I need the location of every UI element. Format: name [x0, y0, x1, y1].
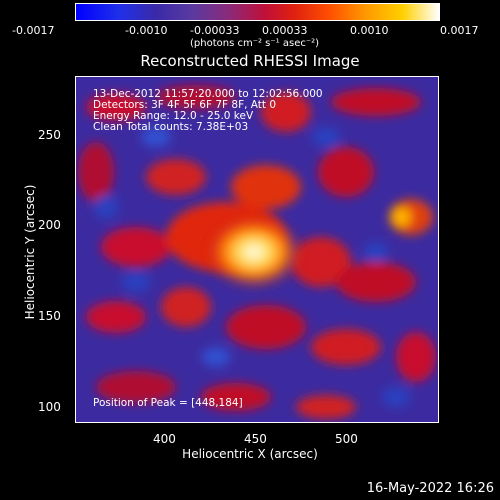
x-tick: 500: [335, 432, 358, 446]
colorbar-units: (photons cm⁻² s⁻¹ asec⁻²): [190, 38, 320, 49]
colorbar-tick: 0.00033: [262, 24, 308, 37]
y-axis-label: Heliocentric Y (arcsec): [23, 184, 37, 320]
y-tick: 100: [38, 400, 61, 414]
colorbar-tick: -0.0017: [12, 24, 55, 37]
y-tick: 150: [38, 309, 61, 323]
timestamp-footer: 16-May-2022 16:26: [366, 481, 494, 496]
rhessi-image: [76, 77, 438, 422]
colorbar-tick: 0.0017: [440, 24, 479, 37]
info-time: 13-Dec-2012 11:57:20.000 to 12:02:56.000: [93, 88, 323, 100]
plot-title: Reconstructed RHESSI Image: [140, 52, 360, 70]
x-tick: 400: [153, 432, 176, 446]
image-plot-area: [75, 76, 439, 423]
colorbar: [75, 3, 440, 21]
info-peak: Position of Peak = [448,184]: [93, 397, 243, 409]
x-axis-label: Heliocentric X (arcsec): [182, 447, 318, 461]
y-tick: 250: [38, 128, 61, 142]
y-tick: 200: [38, 218, 61, 232]
colorbar-tick: -0.0010: [125, 24, 168, 37]
colorbar-tick: -0.00033: [190, 24, 240, 37]
info-clean: Clean Total counts: 7.38E+03: [93, 121, 249, 133]
colorbar-tick: 0.0010: [350, 24, 389, 37]
info-energy: Energy Range: 12.0 - 25.0 keV: [93, 110, 254, 122]
x-tick: 450: [244, 432, 267, 446]
info-detectors: Detectors: 3F 4F 5F 6F 7F 8F, Att 0: [93, 99, 277, 111]
